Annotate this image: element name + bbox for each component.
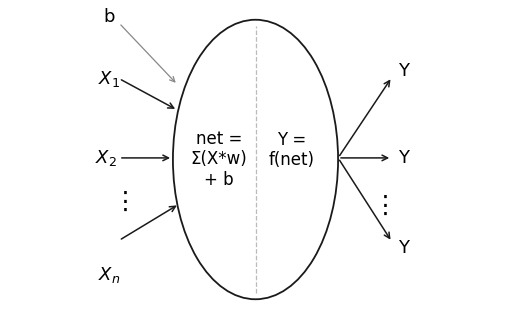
Text: Y: Y <box>398 149 409 167</box>
Text: ⋮: ⋮ <box>373 194 398 218</box>
Text: Y: Y <box>398 62 409 79</box>
Text: Y =
f(net): Y = f(net) <box>269 130 315 169</box>
Text: net =
Σ(X*w)
+ b: net = Σ(X*w) + b <box>191 130 247 189</box>
Text: $X_1$: $X_1$ <box>99 69 121 88</box>
Text: Y: Y <box>398 240 409 257</box>
Text: $X_n$: $X_n$ <box>98 265 121 286</box>
Text: $X_2$: $X_2$ <box>95 148 117 168</box>
Text: ⋮: ⋮ <box>113 190 138 214</box>
Text: b: b <box>104 8 115 26</box>
